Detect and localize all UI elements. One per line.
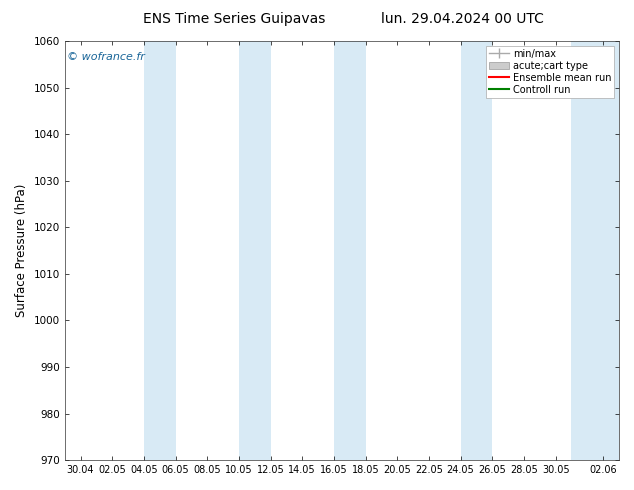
Bar — [461, 41, 492, 460]
Text: © wofrance.fr: © wofrance.fr — [67, 51, 145, 62]
Text: lun. 29.04.2024 00 UTC: lun. 29.04.2024 00 UTC — [382, 12, 544, 26]
Text: ENS Time Series Guipavas: ENS Time Series Guipavas — [143, 12, 326, 26]
Bar — [334, 41, 366, 460]
Legend: min/max, acute;cart type, Ensemble mean run, Controll run: min/max, acute;cart type, Ensemble mean … — [486, 46, 614, 98]
Bar — [144, 41, 176, 460]
Bar — [239, 41, 271, 460]
Y-axis label: Surface Pressure (hPa): Surface Pressure (hPa) — [15, 184, 28, 318]
Bar — [571, 41, 619, 460]
